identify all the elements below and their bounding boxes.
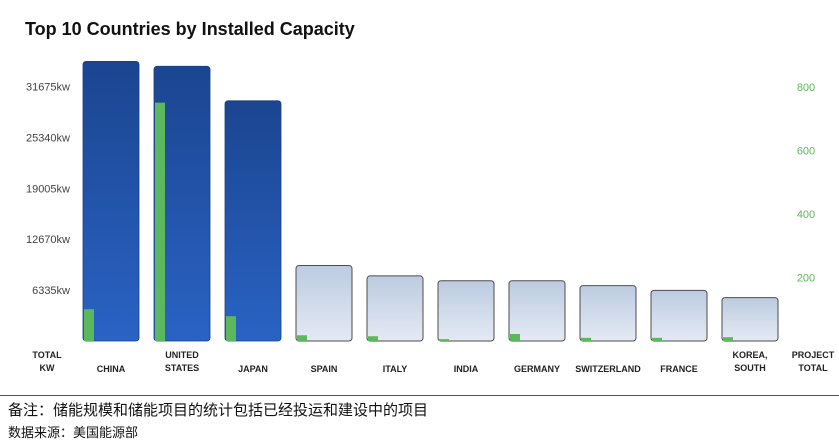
category-label: CHINA <box>97 364 126 374</box>
category-label: KOREA, <box>732 350 767 360</box>
project-count-bar <box>155 102 165 342</box>
category-label: SWITZERLAND <box>575 364 641 374</box>
left-axis-tick-label: 19005kw <box>26 183 70 195</box>
category-label: ITALY <box>383 364 408 374</box>
capacity-bar <box>153 65 211 342</box>
project-count-bar <box>439 339 449 341</box>
category-label: JAPAN <box>238 364 268 374</box>
chart-title: Top 10 Countries by Installed Capacity <box>25 19 355 39</box>
right-axis-tick-label: 600 <box>797 145 815 157</box>
project-count-bar <box>652 337 662 341</box>
category-label: SPAIN <box>311 364 338 374</box>
category-label: FRANCE <box>660 364 698 374</box>
project-count-bar <box>297 335 307 341</box>
project-count-bar <box>226 316 236 341</box>
capacity-bar <box>579 285 637 342</box>
left-axis-title: KW <box>40 363 55 373</box>
left-axis-tick-label: 12670kw <box>26 234 70 246</box>
right-axis-title: PROJECT <box>792 350 835 360</box>
category-label: UNITED <box>165 350 199 360</box>
footnote: 备注：储能规模和储能项目的统计包括已经投运和建设中的项目 <box>8 401 429 419</box>
capacity-bar <box>721 297 779 342</box>
left-axis-title: TOTAL <box>32 350 62 360</box>
capacity-bar <box>508 280 566 342</box>
project-count-bar <box>368 336 378 341</box>
right-axis-tick-label: 400 <box>797 209 815 221</box>
capacity-bar <box>82 61 140 342</box>
capacity-bar <box>366 275 424 342</box>
capacity-bar <box>224 100 282 342</box>
footer-divider <box>0 395 839 396</box>
category-label: GERMANY <box>514 364 560 374</box>
right-axis-title: TOTAL <box>798 363 828 373</box>
right-axis-tick-label: 200 <box>797 272 815 284</box>
capacity-bar <box>437 280 495 342</box>
project-count-bar <box>581 337 591 341</box>
project-count-bar <box>84 309 94 341</box>
capacity-bar <box>650 289 708 342</box>
project-count-bar <box>723 337 733 341</box>
right-axis-tick-label: 800 <box>797 82 815 94</box>
left-axis-tick-label: 6335kw <box>32 285 70 297</box>
capacity-bar <box>295 264 353 342</box>
category-label: STATES <box>165 363 199 373</box>
category-label: SOUTH <box>734 363 766 373</box>
project-count-bar <box>510 334 520 341</box>
left-axis-tick-label: 25340kw <box>26 132 70 144</box>
category-label: INDIA <box>454 364 479 374</box>
bar-chart: 6335kw 12670kw 19005kw 25340kw 31675kw 200 40… <box>26 61 835 374</box>
left-axis-tick-label: 31675kw <box>26 82 70 94</box>
data-source: 数据来源：美国能源部 <box>8 426 139 441</box>
